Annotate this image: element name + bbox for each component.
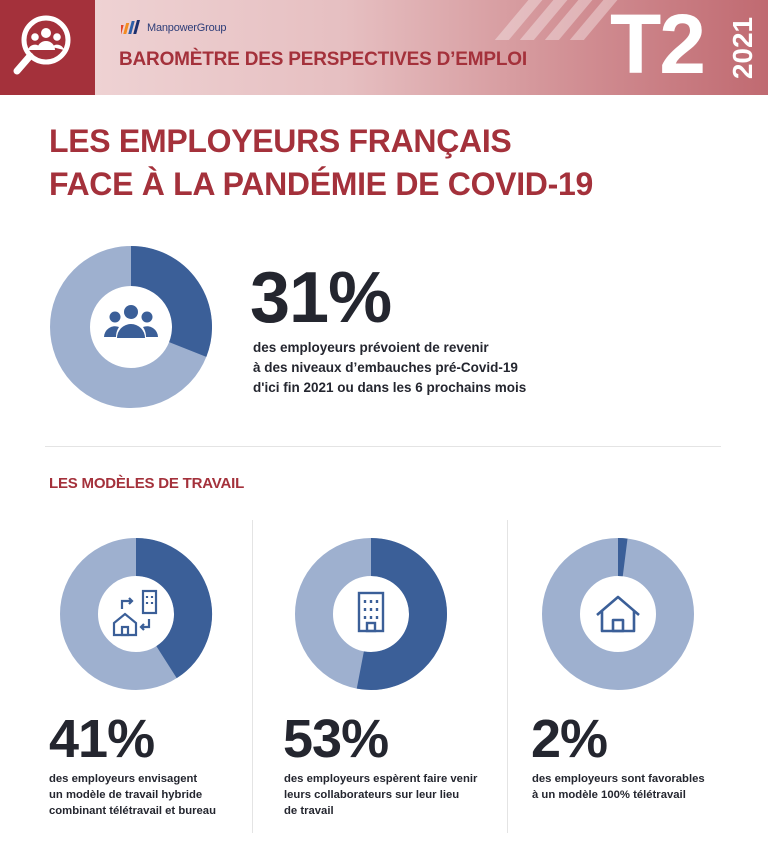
hybrid-donut [60,538,212,690]
hero-description-line: d'ici fin 2021 ou dans les 6 prochains m… [253,380,527,395]
hybrid-description-line: des employeurs envisagent [49,773,198,785]
office-description: des employeurs espèrent faire venir leur… [284,771,494,819]
year-label: 2021 [727,16,758,80]
remote-description-line: des employeurs sont favorables [532,773,705,785]
office-building-icon [357,591,385,633]
hero-donut [50,246,212,408]
hybrid-work-icon [112,589,158,637]
brand-mark-icon [121,20,140,34]
hybrid-description-line: combinant télétravail et bureau [49,805,216,817]
section-divider [45,446,721,447]
hero-donut-value-arc [130,246,212,357]
page-title-line-1: LES EMPLOYEURS FRANÇAIS [49,123,512,159]
hybrid-percentage: 41% [49,709,155,769]
hero-description: des employeurs prévoient de revenir à de… [253,338,553,398]
remote-donut [542,538,694,690]
header-banner: ManpowerGroup BAROMÈTRE DES PERSPECTIVES… [0,0,768,95]
office-percentage: 53% [283,709,389,769]
remote-description: des employeurs sont favorables à un modè… [532,771,742,803]
remote-percentage: 2% [531,709,608,769]
office-description-line: des employeurs espèrent faire venir [284,773,478,785]
hybrid-description-line: un modèle de travail hybride [49,789,203,801]
office-donut-value-arc [356,538,447,690]
hero-description-line: à des niveaux d’embauches pré-Covid-19 [253,360,518,375]
office-donut [295,538,447,690]
hybrid-donut-value-arc [135,538,212,679]
page-title-line-2: FACE À LA PANDÉMIE DE COVID-19 [49,165,593,202]
quarter-label: T2 [610,0,706,91]
hero-description-line: des employeurs prévoient de revenir [253,340,489,355]
brand-logo: ManpowerGroup [121,20,227,36]
team-search-icon [0,0,95,95]
page-title: LES EMPLOYEURS FRANÇAIS FACE À LA PANDÉM… [49,120,593,206]
column-divider [252,520,253,833]
hero-percentage: 31% [250,258,392,338]
column-divider [507,520,508,833]
office-description-line: de travail [284,805,334,817]
office-description-line: leurs collaborateurs sur leur lieu [284,789,460,801]
remote-description-line: à un modèle 100% télétravail [532,789,686,801]
home-icon [596,595,640,633]
barometer-title: BAROMÈTRE DES PERSPECTIVES D’EMPLOI [119,49,527,70]
brand-name: ManpowerGroup [147,22,227,34]
people-group-icon [104,305,158,338]
hybrid-description: des employeurs envisagent un modèle de t… [49,771,259,819]
section-title: LES MODÈLES DE TRAVAIL [49,475,245,492]
